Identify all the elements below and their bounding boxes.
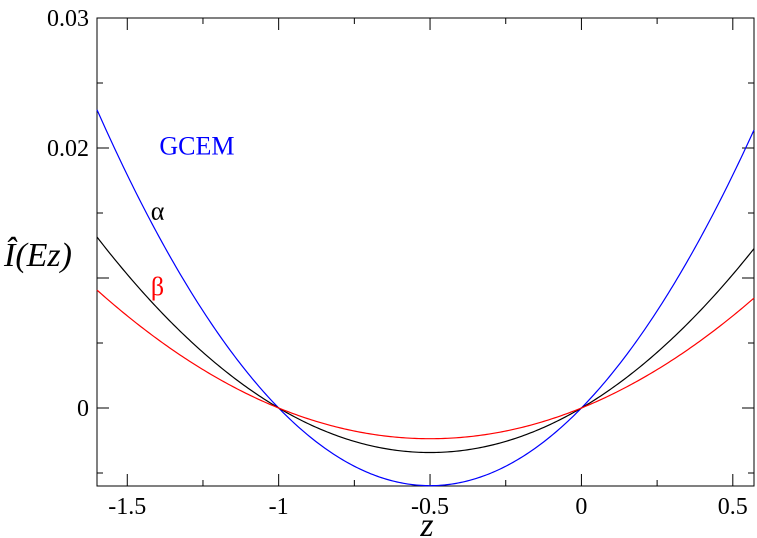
axis-ticks bbox=[97, 17, 754, 486]
series-curves bbox=[96, 109, 755, 487]
x-tick-label: 0.5 bbox=[718, 494, 748, 520]
series-label: α bbox=[151, 197, 165, 226]
y-tick-label: 0.03 bbox=[47, 6, 89, 32]
series-labels: GCEM α β bbox=[151, 132, 235, 301]
series-label: GCEM bbox=[159, 132, 234, 161]
series-line bbox=[96, 236, 755, 454]
y-axis-label: Î(Ez) bbox=[3, 237, 72, 274]
x-tick-label: -1.5 bbox=[108, 494, 146, 520]
series-line bbox=[96, 289, 755, 440]
x-tick-label: 0 bbox=[575, 494, 587, 520]
y-tick-label: 0 bbox=[77, 396, 89, 422]
x-tick-label: -0.5 bbox=[411, 494, 449, 520]
x-axis-label: z bbox=[419, 507, 433, 538]
series-line bbox=[96, 109, 755, 487]
x-tick-label: -1 bbox=[269, 494, 289, 520]
series-label: β bbox=[151, 272, 164, 301]
y-tick-label: 0.02 bbox=[47, 136, 89, 162]
tick-labels: -1.5 -1 -0.5 0 0.5 0 0.02 0.03 bbox=[47, 6, 748, 520]
plot-frame bbox=[96, 17, 755, 487]
